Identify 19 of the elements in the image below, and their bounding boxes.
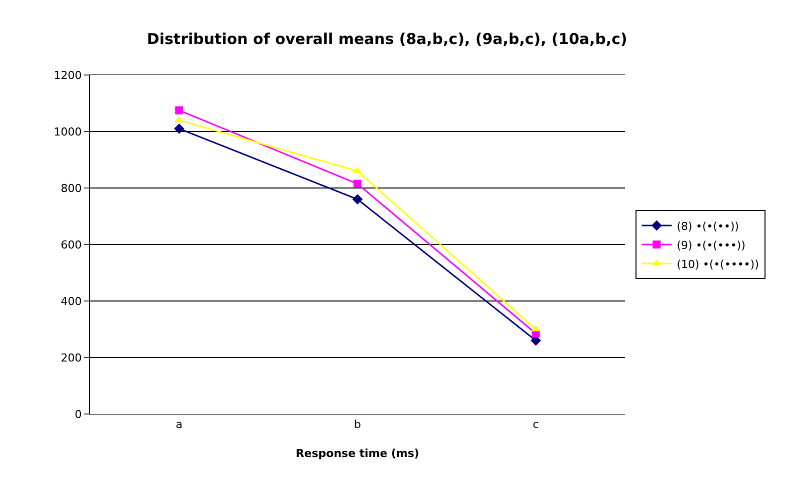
x-tick-label: c	[532, 418, 539, 432]
point	[174, 123, 184, 134]
legend-label: (9) •(•(•••))	[676, 238, 746, 252]
x-axis-title: Response time (ms)	[296, 447, 420, 460]
x-tick-label: b	[354, 418, 362, 432]
y-tick-label: 0	[74, 408, 82, 421]
point	[354, 180, 362, 188]
point	[175, 106, 184, 114]
legend-label: (8) •(•(••))	[676, 220, 739, 233]
point	[352, 194, 363, 204]
y-tick-label: 800	[60, 182, 82, 195]
chart-title: Distribution of overall means (8a,b,c), (9a,b,c), (10a,b,c)	[146, 30, 628, 48]
legend-label: (10) •(•(••••))	[676, 258, 759, 271]
x-tick-label: a	[176, 418, 183, 432]
y-tick-label: 1000	[54, 125, 82, 138]
y-tick-label: 1200	[54, 68, 82, 82]
y-tick-label: 400	[60, 294, 82, 308]
y-tick-label: 600	[60, 238, 82, 252]
y-tick-label: 200	[60, 351, 82, 364]
